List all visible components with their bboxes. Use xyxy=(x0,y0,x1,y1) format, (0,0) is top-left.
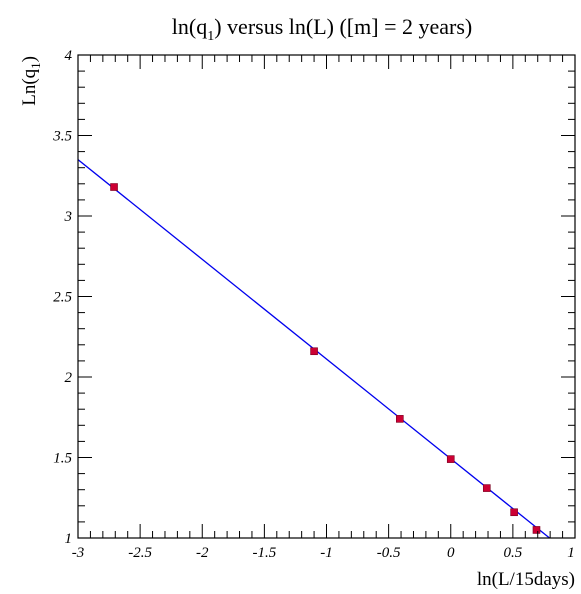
x-tick-label: 0 xyxy=(447,545,455,561)
y-tick-label: 4 xyxy=(65,48,73,64)
data-point xyxy=(310,347,318,356)
y-tick-label: 2 xyxy=(65,370,73,386)
x-tick-label: -2.5 xyxy=(128,545,152,561)
y-tick-label: 2.5 xyxy=(53,290,72,306)
y-axis-label: Ln(q1) xyxy=(19,56,43,106)
data-point xyxy=(482,484,491,492)
x-axis-label: ln(L/15days) xyxy=(477,569,575,590)
data-point xyxy=(510,508,518,517)
plot-area: -3 -2.5 -2 -1.5 -1 -0.5 0 0.5 1 1 1.5 2 2.5 3 3.5 4 xyxy=(52,48,576,561)
data-point xyxy=(110,183,118,191)
chart-title: ln(q1) versus ln(L) ([m] = 2 years) xyxy=(172,14,472,44)
x-tick-label: -0.5 xyxy=(377,545,401,561)
x-tick-label: -2 xyxy=(196,545,209,561)
x-tick-label: -1.5 xyxy=(253,545,277,561)
plot-frame xyxy=(77,54,576,539)
y-tick-label: 1 xyxy=(65,531,73,547)
data-point xyxy=(396,415,404,423)
data-point xyxy=(446,455,455,463)
y-tick-label: 1.5 xyxy=(53,451,72,467)
x-tick-label: -1 xyxy=(320,545,333,561)
data-point xyxy=(532,526,541,534)
y-tick-label: 3.5 xyxy=(52,129,72,145)
x-tick-label: -3 xyxy=(72,545,85,561)
x-tick-label: 1 xyxy=(567,545,575,561)
y-tick-label: 3 xyxy=(64,209,73,225)
x-tick-label: 0.5 xyxy=(504,545,523,561)
